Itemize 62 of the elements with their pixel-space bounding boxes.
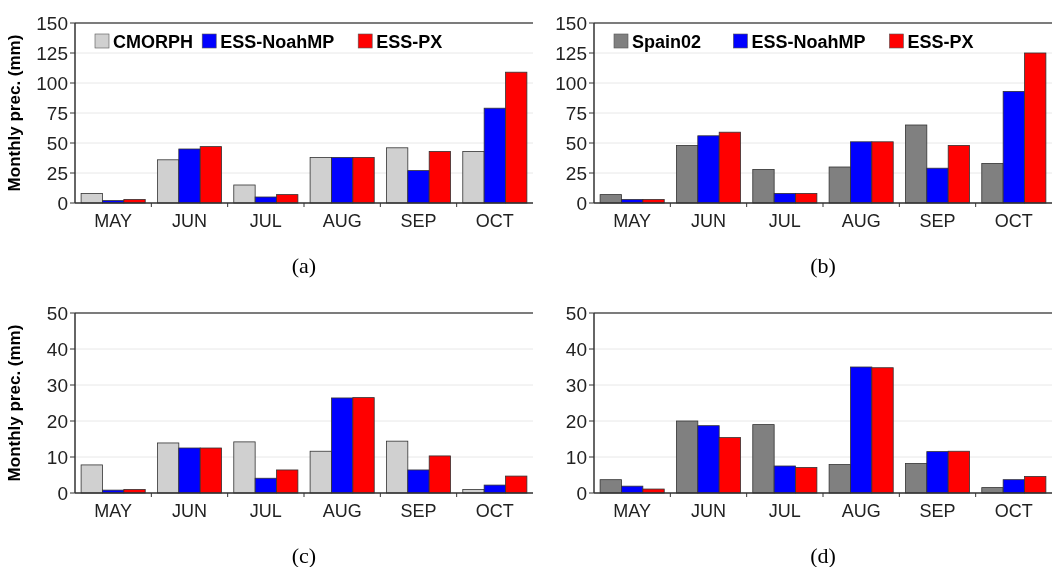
x-tick-label: SEP (400, 501, 437, 521)
y-tick-label: 20 (46, 410, 68, 432)
x-tick-label: JUN (172, 501, 207, 521)
text: (d) (810, 543, 836, 567)
x-tick-label: JUN (691, 501, 726, 521)
y-tick-label: 25 (565, 162, 587, 184)
x-tick-label: OCT (994, 211, 1033, 231)
x-tick-label: SEP (919, 501, 956, 521)
text: (b) (810, 253, 836, 278)
legend-label: ESS-PX (376, 32, 443, 52)
y-tick-label: 0 (57, 192, 68, 214)
legend-label: ESS-NoahMP (220, 32, 335, 52)
y-tick-label: 30 (46, 374, 68, 396)
legend-label: ESS-PX (907, 32, 974, 52)
y-tick-label: 125 (36, 42, 68, 64)
x-tick-label: MAY (613, 501, 651, 521)
x-tick-label: JUL (249, 211, 282, 231)
y-tick-label: 10 (565, 446, 587, 468)
x-tick-label: JUN (691, 211, 726, 231)
x-tick-label: SEP (400, 211, 437, 231)
y-tick-label: 30 (565, 374, 587, 396)
x-tick-label: AUG (322, 501, 362, 521)
y-tick-label: 150 (555, 12, 587, 34)
y-tick-label: 0 (576, 482, 587, 504)
x-tick-label: AUG (322, 211, 362, 231)
x-tick-label: AUG (841, 211, 881, 231)
y-tick-label: 100 (555, 72, 587, 94)
x-tick-label: JUL (249, 501, 282, 521)
y-axis-title: Monthly prec. (mm) (5, 324, 24, 482)
y-tick-label: 0 (576, 192, 587, 214)
legend-label: ESS-NoahMP (751, 32, 866, 52)
y-tick-label: 50 (565, 132, 587, 154)
y-tick-label: 75 (565, 102, 587, 124)
x-tick-label: MAY (94, 211, 132, 231)
x-tick-label: JUN (172, 211, 207, 231)
y-axis-title: Monthly prec. (mm) (5, 34, 24, 192)
y-tick-label: 0 (57, 482, 68, 504)
x-tick-label: OCT (475, 211, 514, 231)
x-tick-label: JUL (768, 211, 801, 231)
legend-label: CMORPH (113, 32, 193, 52)
legend-label: Spain02 (632, 32, 702, 52)
y-tick-label: 100 (36, 72, 68, 94)
y-tick-label: 40 (46, 338, 68, 360)
x-tick-label: OCT (994, 501, 1033, 521)
y-tick-label: 50 (46, 132, 68, 154)
y-tick-label: 50 (565, 302, 587, 324)
x-tick-label: MAY (613, 211, 651, 231)
y-tick-label: 10 (46, 446, 68, 468)
x-tick-label: JUL (768, 501, 801, 521)
x-tick-label: OCT (475, 501, 514, 521)
x-tick-label: MAY (94, 501, 132, 521)
y-tick-label: 40 (565, 338, 587, 360)
y-tick-label: 125 (555, 42, 587, 64)
y-tick-label: 25 (46, 162, 68, 184)
x-tick-label: SEP (919, 211, 956, 231)
y-tick-label: 150 (36, 12, 68, 34)
y-tick-label: 50 (46, 302, 68, 324)
y-tick-label: 75 (46, 102, 68, 124)
text: (c) (291, 543, 317, 567)
y-tick-label: 20 (565, 410, 587, 432)
x-tick-label: AUG (841, 501, 881, 521)
text: (a) (291, 253, 317, 278)
